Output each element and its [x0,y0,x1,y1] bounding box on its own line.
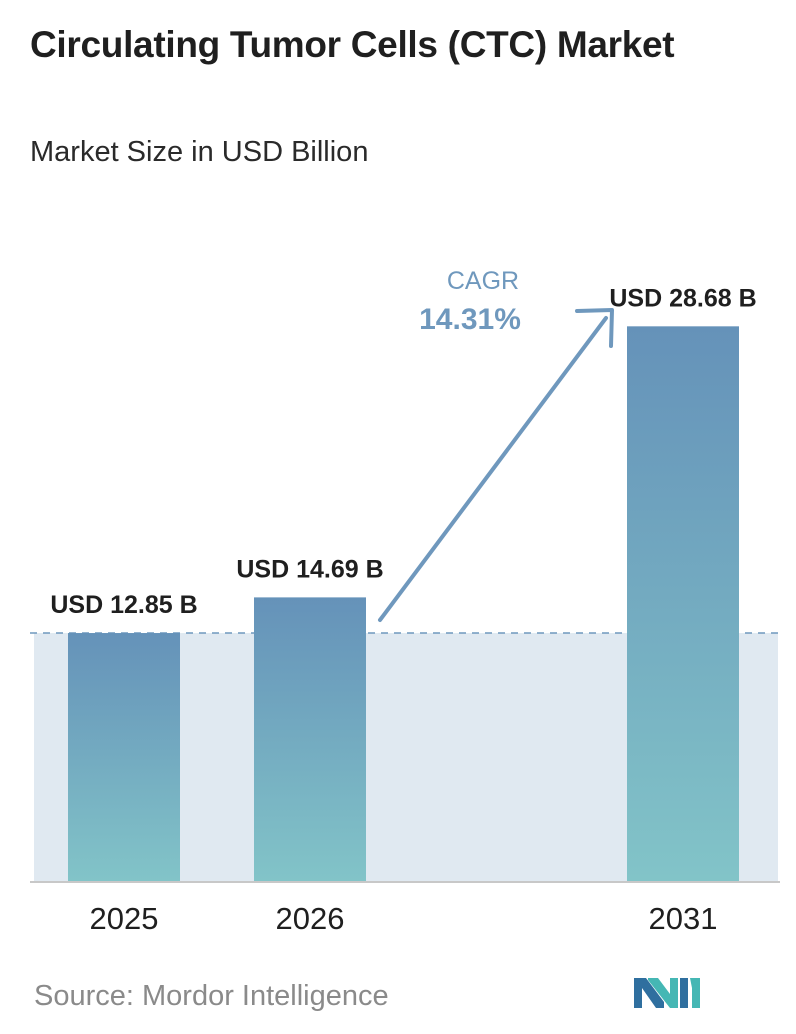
bar-2026 [254,597,366,882]
cagr-arrow-head [575,308,614,348]
source-note: Source: Mordor Intelligence [34,980,389,1012]
cagr-label: CAGR [447,267,519,295]
x-tick-label-2031: 2031 [649,901,718,936]
cagr-value: 14.31% [419,303,521,336]
data-label-2025: USD 12.85 B [50,591,197,619]
x-tick-label-2025: 2025 [90,901,159,936]
cagr-arrow [378,316,608,622]
x-tick-label-2026: 2026 [276,901,345,936]
bar-2031 [627,326,739,882]
chart-title: Circulating Tumor Cells (CTC) Market [30,24,675,65]
data-label-2031: USD 28.68 B [609,284,756,312]
bar-2025 [68,633,180,882]
mordor-intelligence-logo-icon [634,978,700,1008]
bar-chart: USD 12.85 B 2025 USD 14.69 B 2026 USD 28.68 … [30,267,780,936]
chart-subtitle: Market Size in USD Billion [30,136,369,168]
data-label-2026: USD 14.69 B [236,555,383,583]
